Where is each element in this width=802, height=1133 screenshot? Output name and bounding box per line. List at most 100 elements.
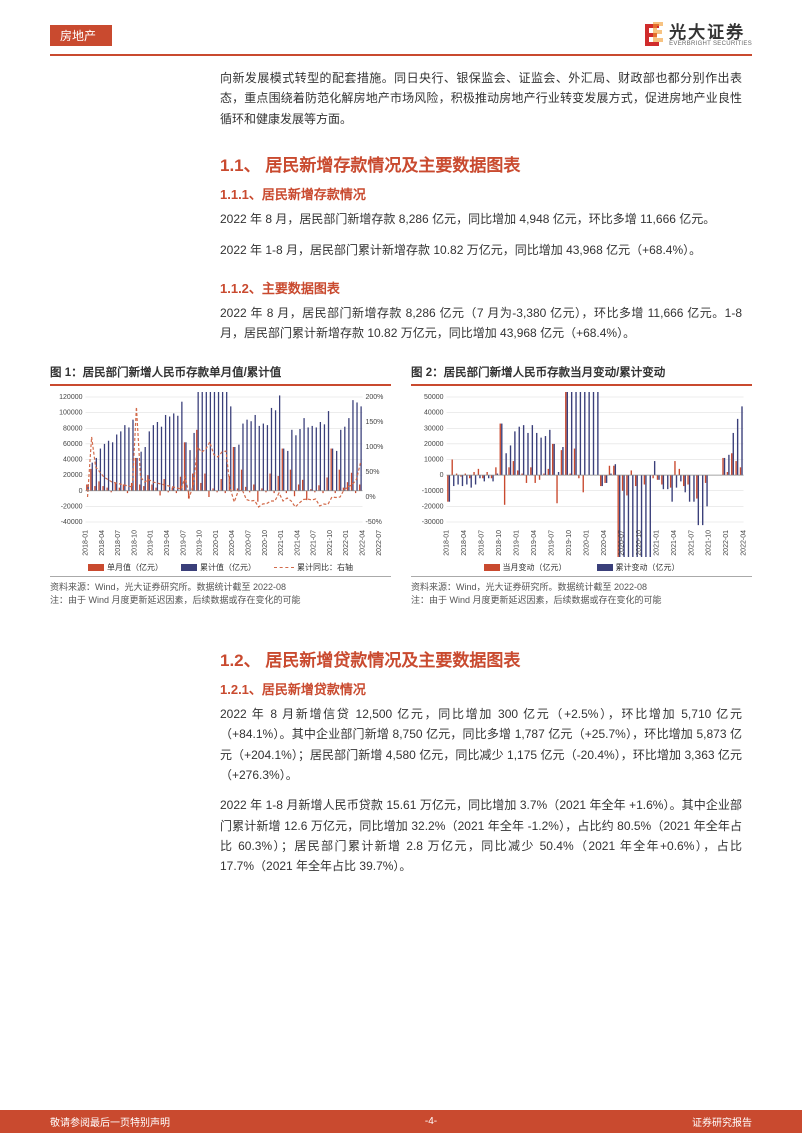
intro-paragraph: 向新发展模式转型的配套措施。同日央行、银保监会、证监会、外汇局、财政部也都分别作… <box>220 68 742 129</box>
svg-text:2019-07: 2019-07 <box>549 530 556 556</box>
svg-text:10000: 10000 <box>424 456 444 463</box>
svg-text:2019-01: 2019-01 <box>514 530 521 556</box>
sec111-p2: 2022 年 1-8 月，居民部门累计新增存款 10.82 万亿元，同比增加 4… <box>220 240 742 260</box>
svg-text:2020-07: 2020-07 <box>245 530 252 556</box>
chart2-legend-a: 当月变动（亿元） <box>503 562 567 573</box>
svg-text:120000: 120000 <box>59 394 82 401</box>
company-logo: 光大证券 EVERBRIGHT SECURITIES <box>643 22 752 48</box>
logo-text-cn: 光大证券 <box>669 24 752 41</box>
sec112-p1: 2022 年 8 月，居民部门新增存款 8,286 亿元（7 月为-3,380 … <box>220 303 742 344</box>
svg-text:100%: 100% <box>366 444 384 451</box>
svg-text:2022-01: 2022-01 <box>343 530 350 556</box>
svg-text:2020-04: 2020-04 <box>601 530 608 556</box>
svg-text:2021-10: 2021-10 <box>706 530 713 556</box>
svg-text:2021-07: 2021-07 <box>688 530 695 556</box>
section-1-1-2-title: 1.1.2、主要数据图表 <box>220 278 742 297</box>
chart-1-legend: 单月值（亿元） 累计值（亿元） 累计同比：右轴 <box>50 562 391 577</box>
logo-icon <box>643 22 665 48</box>
svg-text:2021-04: 2021-04 <box>671 530 678 556</box>
svg-text:0%: 0% <box>366 494 376 501</box>
svg-text:-40000: -40000 <box>61 519 83 526</box>
chart-1-canvas: -40000 -20000 0 20000 40000 60000 80000 100000 1… <box>50 392 391 557</box>
svg-text:2018-07: 2018-07 <box>115 530 122 556</box>
footer-left: 敬请参阅最后一页特别声明 <box>50 1114 170 1129</box>
page-footer: 敬请参阅最后一页特别声明 -4- 证券研究报告 <box>0 1110 802 1133</box>
svg-text:2019-04: 2019-04 <box>164 530 171 556</box>
svg-text:20000: 20000 <box>424 441 444 448</box>
svg-text:2020-07: 2020-07 <box>618 530 625 556</box>
main-content: 向新发展模式转型的配套措施。同日央行、银保监会、证监会、外汇局、财政部也都分别作… <box>0 56 802 344</box>
svg-text:0: 0 <box>79 487 83 494</box>
svg-text:80000: 80000 <box>63 425 83 432</box>
svg-text:2021-10: 2021-10 <box>327 530 334 556</box>
svg-text:-30000: -30000 <box>422 519 444 526</box>
svg-text:40000: 40000 <box>63 456 83 463</box>
chart-2-source: 资料来源：Wind，光大证券研究所。数据统计截至 2022-08 注：由于 Wi… <box>411 581 752 608</box>
section-1-1-title: 1.1、 居民新增存款情况及主要数据图表 <box>220 151 742 176</box>
footer-right: 证券研究报告 <box>692 1114 752 1129</box>
svg-text:2018-01: 2018-01 <box>83 530 90 556</box>
section-1-2-1-title: 1.2.1、居民新增贷款情况 <box>220 679 742 698</box>
svg-text:100000: 100000 <box>59 409 82 416</box>
svg-text:2019-10: 2019-10 <box>566 530 573 556</box>
chart-2-title: 图 2：居民部门新增人民币存款当月变动/累计变动 <box>411 364 752 386</box>
sec121-p1: 2022 年 8 月新增信贷 12,500 亿元，同比增加 300 亿元（+2.… <box>220 704 742 786</box>
svg-text:2021-01: 2021-01 <box>278 530 285 556</box>
chart-2-legend: 当月变动（亿元） 累计变动（亿元） <box>411 562 752 577</box>
svg-text:2020-10: 2020-10 <box>262 530 269 556</box>
svg-text:50%: 50% <box>366 469 380 476</box>
page-header: 房地产 光大证券 EVERBRIGHT SECURITIES <box>0 0 802 54</box>
chart2-legend-b: 累计变动（亿元） <box>616 562 680 573</box>
svg-text:2018-04: 2018-04 <box>99 530 106 556</box>
svg-text:2019-07: 2019-07 <box>180 530 187 556</box>
svg-text:60000: 60000 <box>63 441 83 448</box>
svg-text:200%: 200% <box>366 394 384 401</box>
svg-text:-20000: -20000 <box>61 503 83 510</box>
svg-text:2020-01: 2020-01 <box>213 530 220 556</box>
svg-text:50000: 50000 <box>424 394 444 401</box>
chart-1-block: 图 1：居民部门新增人民币存款单月值/累计值 -40000 -20000 0 2000… <box>50 364 391 608</box>
svg-text:-20000: -20000 <box>422 503 444 510</box>
main-content-2: 1.2、 居民新增贷款情况及主要数据图表 1.2.1、居民新增贷款情况 2022… <box>0 608 802 877</box>
chart-2-canvas: -30000 -20000 -10000 0 10000 20000 30000 40000 5… <box>411 392 752 557</box>
svg-text:2022-01: 2022-01 <box>723 530 730 556</box>
svg-text:2022-04: 2022-04 <box>360 530 367 556</box>
svg-text:2018-01: 2018-01 <box>444 530 451 556</box>
svg-text:2020-04: 2020-04 <box>229 530 236 556</box>
chart-1-title: 图 1：居民部门新增人民币存款单月值/累计值 <box>50 364 391 386</box>
svg-text:2019-01: 2019-01 <box>148 530 155 556</box>
svg-text:20000: 20000 <box>63 472 83 479</box>
chart1-legend-b: 累计值（亿元） <box>200 562 256 573</box>
svg-text:2018-10: 2018-10 <box>496 530 503 556</box>
footer-page-number: -4- <box>425 1116 437 1127</box>
svg-text:-50%: -50% <box>366 519 382 526</box>
svg-text:40000: 40000 <box>424 409 444 416</box>
chart-1-source: 资料来源：Wind，光大证券研究所。数据统计截至 2022-08 注：由于 Wi… <box>50 581 391 608</box>
svg-text:2019-04: 2019-04 <box>531 530 538 556</box>
chart-2-block: 图 2：居民部门新增人民币存款当月变动/累计变动 -30000 -20000 -10… <box>411 364 752 608</box>
svg-text:2020-01: 2020-01 <box>583 530 590 556</box>
svg-text:30000: 30000 <box>424 425 444 432</box>
svg-text:2018-10: 2018-10 <box>131 530 138 556</box>
svg-text:-10000: -10000 <box>422 487 444 494</box>
section-1-2-title: 1.2、 居民新增贷款情况及主要数据图表 <box>220 646 742 671</box>
chart1-legend-c: 累计同比：右轴 <box>297 562 353 573</box>
svg-text:150%: 150% <box>366 419 384 426</box>
logo-text-en: EVERBRIGHT SECURITIES <box>669 41 752 47</box>
svg-text:2022-04: 2022-04 <box>741 530 748 556</box>
svg-text:2021-04: 2021-04 <box>294 530 301 556</box>
svg-text:2020-10: 2020-10 <box>636 530 643 556</box>
section-1-1-1-title: 1.1.1、居民新增存款情况 <box>220 184 742 203</box>
charts-row: 图 1：居民部门新增人民币存款单月值/累计值 -40000 -20000 0 2000… <box>0 354 802 608</box>
svg-text:0: 0 <box>440 472 444 479</box>
sec121-p2: 2022 年 1-8 月新增人民币贷款 15.61 万亿元，同比增加 3.7%（… <box>220 795 742 877</box>
svg-text:2022-07: 2022-07 <box>376 530 383 556</box>
svg-text:2021-01: 2021-01 <box>653 530 660 556</box>
sec111-p1: 2022 年 8 月，居民部门新增存款 8,286 亿元，同比增加 4,948 … <box>220 209 742 229</box>
svg-text:2019-10: 2019-10 <box>197 530 204 556</box>
sector-tag: 房地产 <box>50 25 112 46</box>
svg-text:2018-07: 2018-07 <box>479 530 486 556</box>
chart1-legend-a: 单月值（亿元） <box>107 562 163 573</box>
svg-text:2021-07: 2021-07 <box>311 530 318 556</box>
svg-text:2018-04: 2018-04 <box>461 530 468 556</box>
